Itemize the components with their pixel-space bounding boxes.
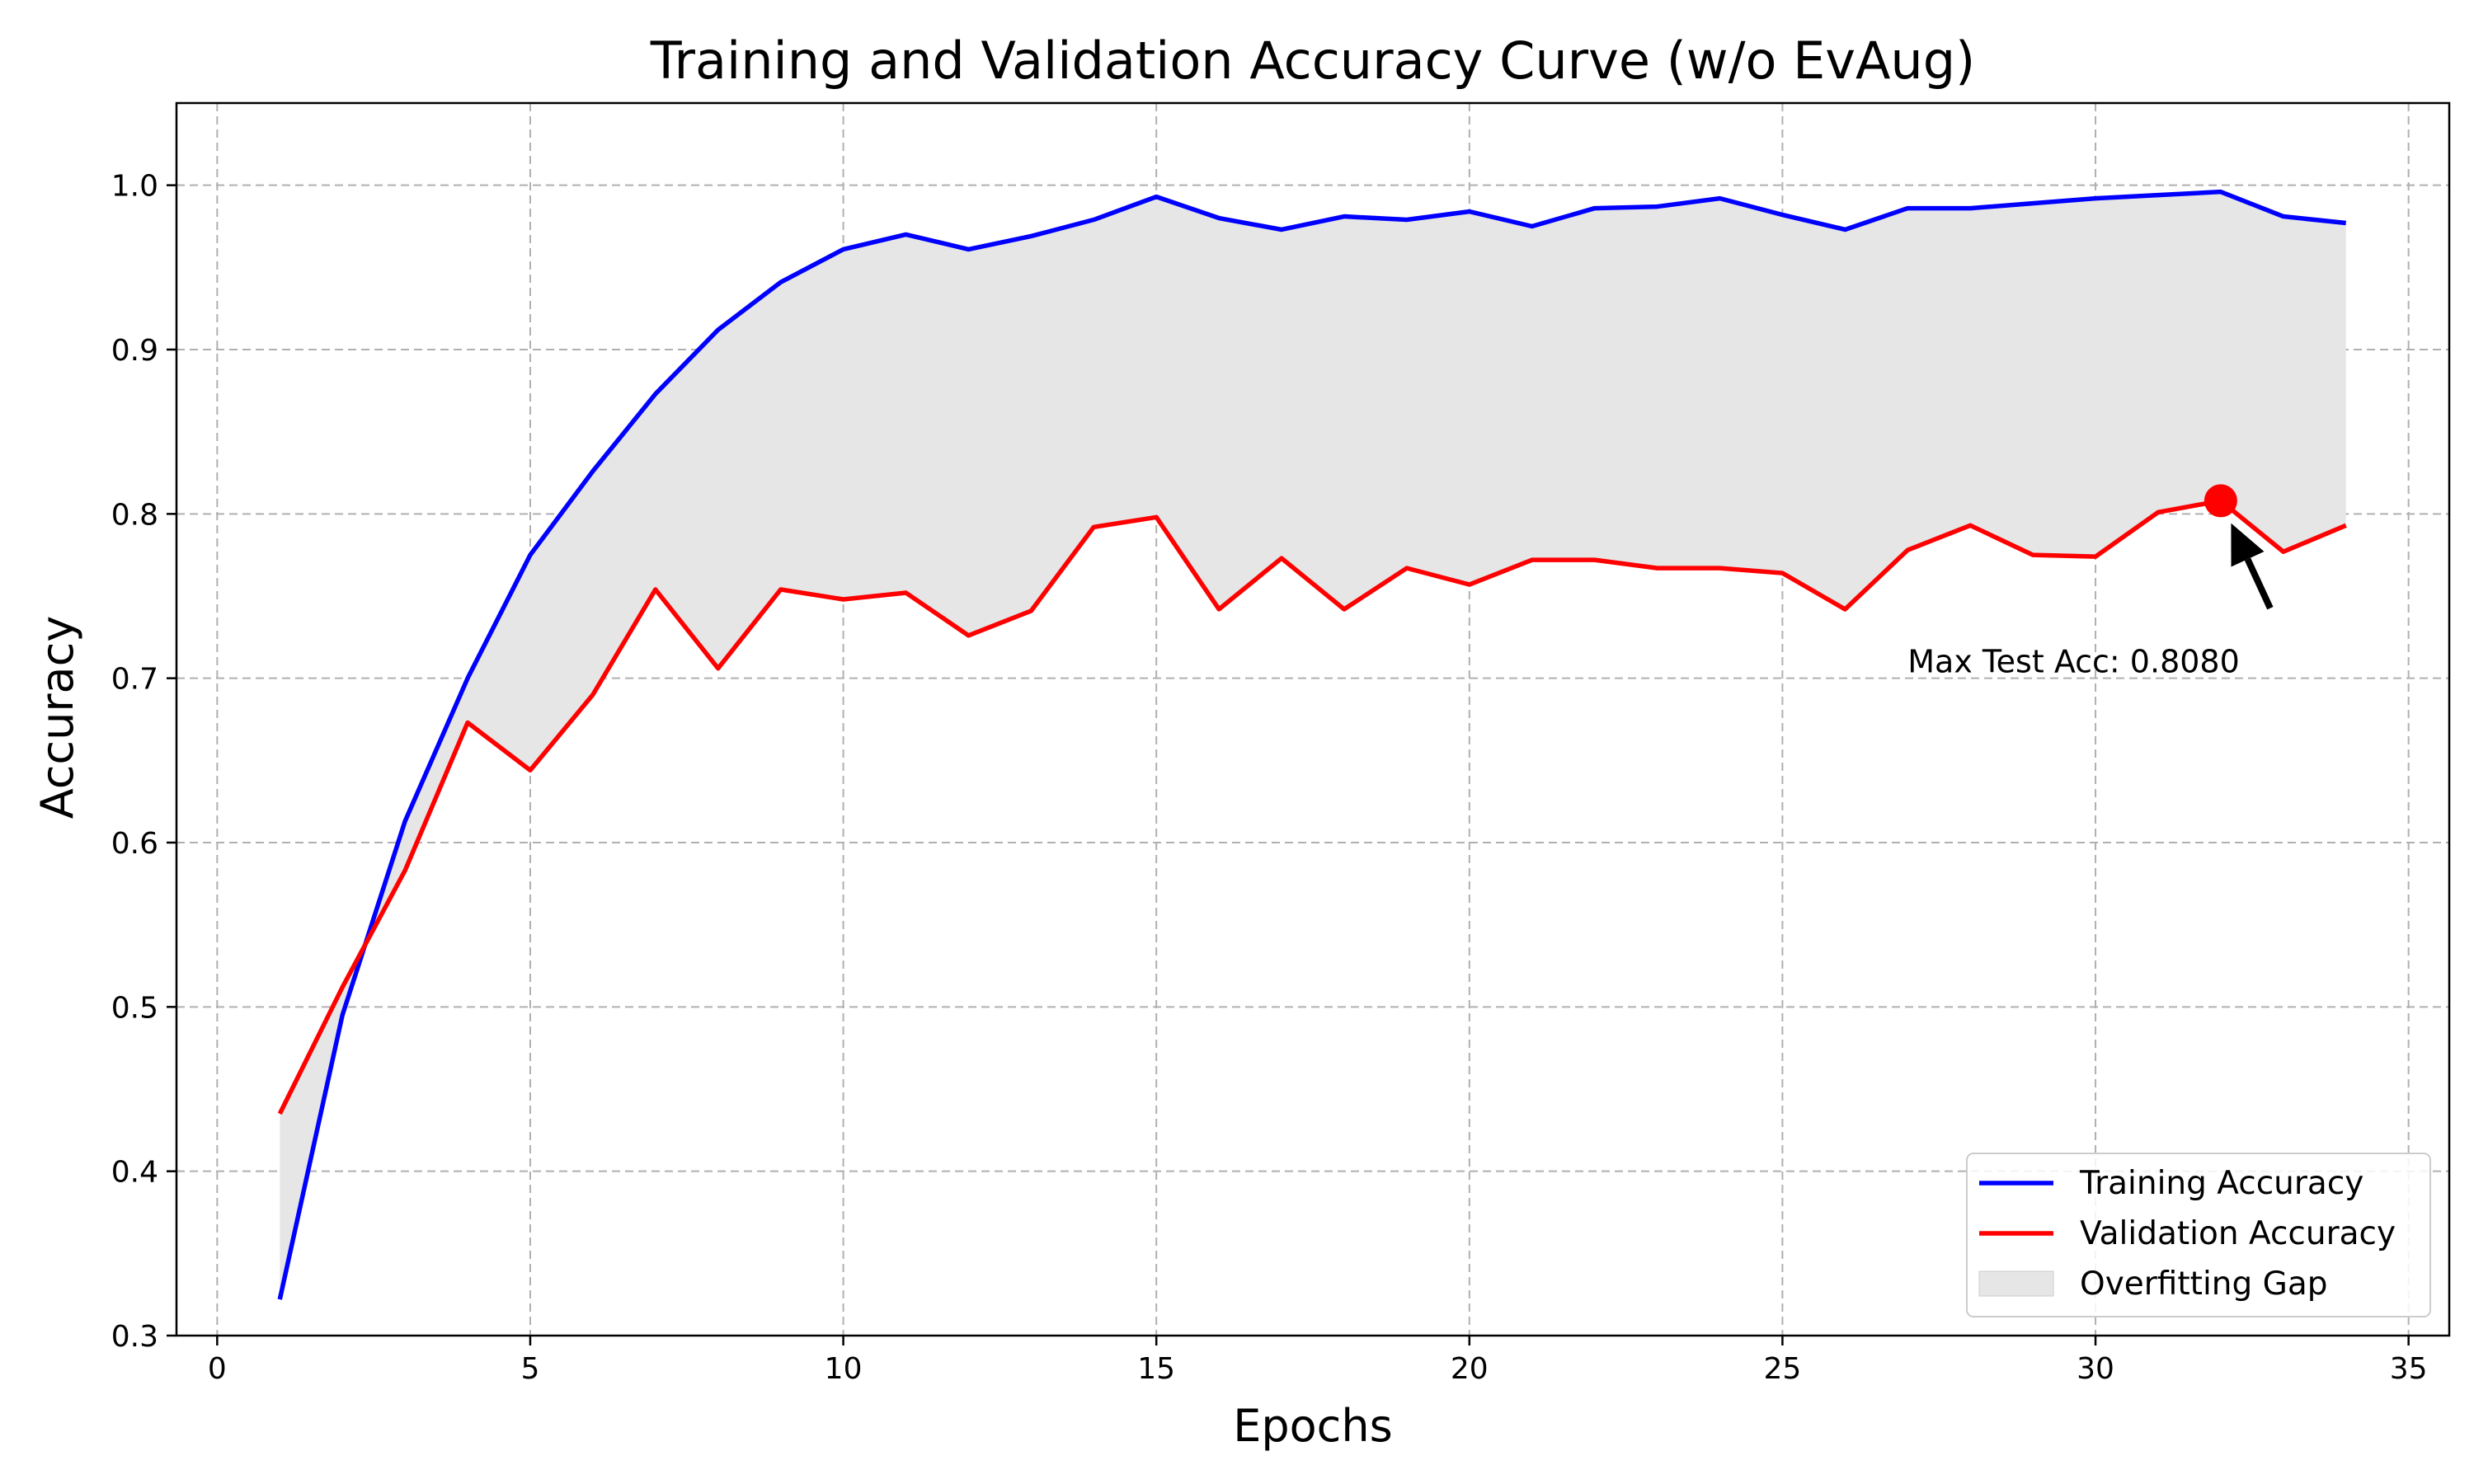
chart-title: Training and Validation Accuracy Curve (…	[650, 31, 1976, 91]
series-lines-group	[277, 189, 2347, 1300]
validation-accuracy-line	[277, 498, 2347, 1115]
x-tick-label: 10	[825, 1352, 863, 1386]
legend-training-label: Training Accuracy	[2079, 1165, 2363, 1202]
y-tick-label: 0.4	[111, 1156, 158, 1190]
y-tick-label: 0.3	[111, 1320, 158, 1354]
x-tick-label: 25	[1764, 1352, 1802, 1386]
x-tick-label: 5	[521, 1352, 540, 1386]
x-tick-label: 0	[208, 1352, 227, 1386]
training-accuracy-line	[277, 189, 2347, 1300]
legend-validation-label: Validation Accuracy	[2080, 1215, 2396, 1252]
x-tick-label: 30	[2077, 1352, 2114, 1386]
y-tick-label: 0.9	[111, 334, 158, 368]
x-tick-label: 15	[1137, 1352, 1175, 1386]
x-axis-ticks: 0 5 10 15 20 25 30 35	[208, 1336, 2428, 1386]
y-tick-label: 0.6	[111, 827, 158, 861]
plot-frame	[175, 101, 2451, 1337]
overfitting-gap-area	[280, 191, 2346, 1300]
annotation-arrow-shaft	[2244, 557, 2274, 610]
annotation-arrow-head	[2231, 523, 2265, 567]
y-tick-label: 0.8	[111, 498, 158, 532]
y-tick-label: 0.7	[111, 663, 158, 697]
overfitting-gap-area-group	[280, 191, 2346, 1300]
legend-gap-label: Overfitting Gap	[2080, 1266, 2328, 1303]
y-axis-label: Accuracy	[31, 616, 83, 819]
legend-box	[1966, 1153, 2431, 1317]
max-test-acc-annotation: Max Test Acc: 0.8080	[1907, 644, 2240, 680]
annotation-group: Max Test Acc: 0.8080	[1907, 484, 2274, 680]
max-test-acc-marker	[2204, 484, 2237, 518]
x-axis-label: Epochs	[1233, 1400, 1392, 1452]
y-tick-label: 1.0	[111, 170, 158, 204]
legend-gap-swatch	[1978, 1270, 2054, 1297]
y-axis-ticks: 0.3 0.4 0.5 0.6 0.7 0.8 0.9 1.0	[111, 170, 176, 1354]
x-tick-label: 20	[1451, 1352, 1489, 1386]
legend: Training Accuracy Validation Accuracy Ov…	[1966, 1153, 2431, 1317]
x-tick-label: 35	[2390, 1352, 2428, 1386]
y-tick-label: 0.5	[111, 991, 158, 1025]
